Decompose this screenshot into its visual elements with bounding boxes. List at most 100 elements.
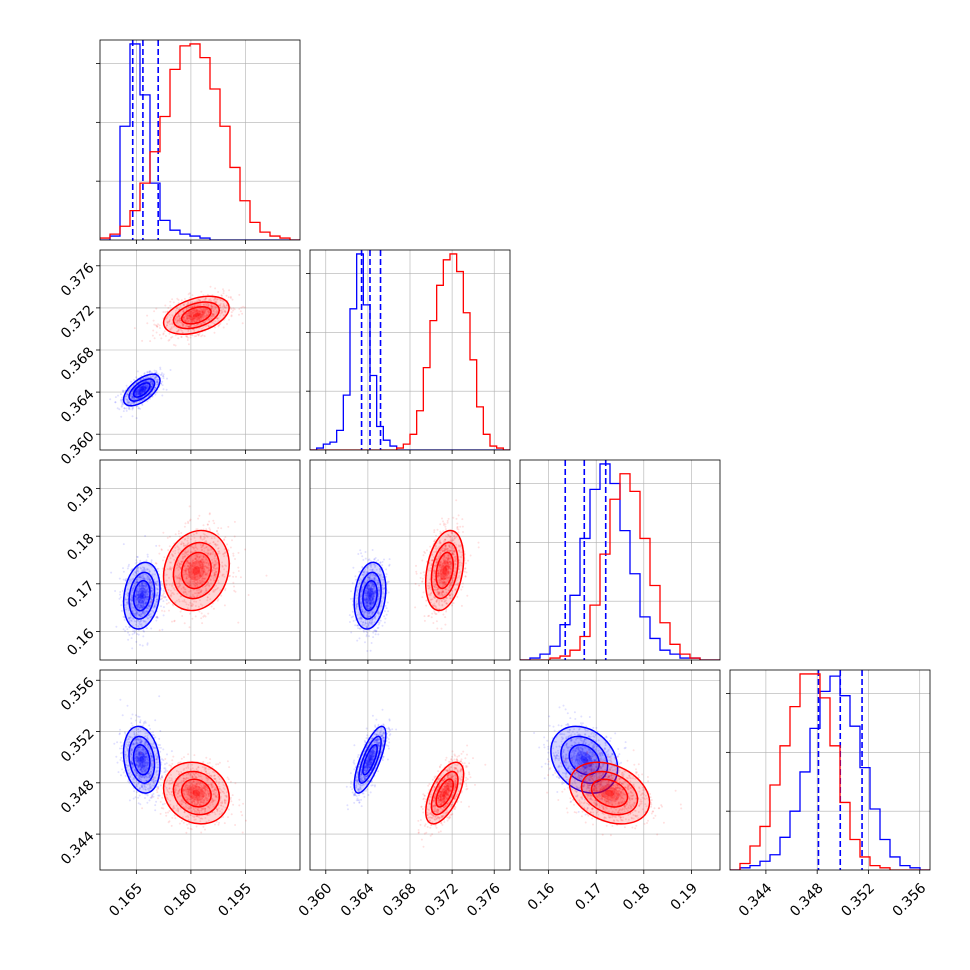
panel-frame [519, 459, 721, 661]
density-level [188, 785, 205, 801]
x-tick-label: 0.368 [380, 880, 420, 920]
histogram-series-0 [100, 43, 300, 240]
density-level [188, 310, 205, 321]
density-level [431, 771, 458, 815]
grid [310, 670, 510, 870]
density-level [181, 779, 212, 807]
histogram-panel-3: 0.344 0.348 0.352 0.356 [726, 669, 931, 920]
contour-line [172, 770, 221, 816]
contour-line [358, 735, 382, 784]
density-level [368, 592, 372, 600]
density-level [580, 756, 588, 764]
contour-line [172, 301, 221, 330]
histogram-series-0 [730, 675, 930, 870]
density-level [137, 587, 147, 605]
density-level [133, 580, 150, 611]
grid [310, 460, 510, 660]
grid [730, 670, 930, 870]
density-level [192, 313, 200, 318]
scatter-panel-3-0: 0.344 0.348 0.352 0.356 0.165 0.180 0.195 [58, 669, 301, 920]
histogram-series-0 [310, 253, 510, 450]
density-level [366, 587, 374, 605]
y-tick-label: 0.19 [64, 483, 97, 516]
contour-line [568, 761, 651, 825]
scatter-series-1 [140, 752, 247, 834]
contour-line [128, 735, 156, 784]
contour-line [430, 770, 459, 816]
density-level [133, 744, 150, 775]
contour-line [132, 382, 151, 398]
density-level [436, 779, 454, 807]
contour-line [424, 529, 465, 612]
x-tick-label: 0.195 [215, 880, 255, 920]
grid [520, 670, 720, 870]
contour-line [128, 378, 156, 402]
contour-line [430, 541, 459, 600]
scatter-series-1 [414, 499, 480, 630]
density-level [163, 296, 230, 335]
x-tick-label: 0.352 [838, 880, 878, 920]
contour-line [590, 778, 629, 808]
grid [100, 250, 300, 450]
density-level [129, 378, 155, 402]
panel-frame [729, 669, 931, 871]
y-tick-label: 0.18 [64, 531, 97, 564]
density-level [439, 560, 450, 581]
density-level [599, 785, 620, 801]
contour-line [122, 561, 161, 630]
density-level [569, 744, 600, 775]
x-tick-label: 0.356 [890, 880, 930, 920]
y-tick-label: 0.17 [64, 578, 97, 611]
density-level [442, 566, 447, 575]
y-tick-label: 0.16 [64, 626, 97, 659]
density-level [354, 726, 386, 794]
density-level [133, 382, 150, 398]
panel-frame [519, 669, 721, 871]
density-level [591, 779, 628, 807]
x-tick-label: 0.165 [106, 880, 146, 920]
density-level [137, 751, 147, 769]
x-tick-label: 0.19 [668, 880, 701, 913]
x-tick-label: 0.16 [525, 880, 558, 913]
contour-line [580, 770, 639, 816]
panel-frame [99, 39, 301, 241]
density-level [354, 562, 386, 630]
contour-line [162, 761, 230, 825]
density-level [163, 530, 230, 611]
y-tick-label: 0.344 [58, 828, 98, 868]
histogram-series-1 [520, 473, 720, 660]
density-level [137, 386, 147, 394]
contour-line [353, 725, 387, 794]
contour-line [180, 305, 212, 325]
scatter-series-0 [345, 708, 398, 811]
scatter-series-1 [546, 749, 683, 837]
x-tick-label: 0.180 [161, 880, 201, 920]
density-level [442, 789, 447, 797]
contour-line [435, 551, 454, 590]
histogram-series-1 [100, 43, 300, 240]
density-level [605, 789, 614, 797]
y-tick-label: 0.372 [58, 302, 98, 342]
y-tick-label: 0.364 [58, 386, 98, 426]
contour-line [362, 579, 378, 612]
contour-line [353, 561, 387, 630]
histogram-panel-1 [306, 249, 511, 454]
contour-line [180, 778, 212, 808]
y-tick-label: 0.368 [58, 344, 98, 384]
density-level [123, 726, 160, 794]
contour-line [550, 725, 619, 794]
scatter-series-0 [110, 535, 173, 650]
x-tick-label: 0.18 [620, 880, 653, 913]
panel-frame [99, 669, 301, 871]
density-level [550, 726, 618, 794]
x-tick-label: 0.376 [464, 880, 504, 920]
scatter-series-0 [109, 366, 172, 420]
contour-line [362, 743, 378, 776]
y-tick-label: 0.356 [58, 675, 98, 715]
contour-line [162, 529, 230, 612]
contour-line [435, 778, 454, 808]
grid [310, 250, 510, 450]
x-tick-label: 0.364 [338, 880, 378, 920]
